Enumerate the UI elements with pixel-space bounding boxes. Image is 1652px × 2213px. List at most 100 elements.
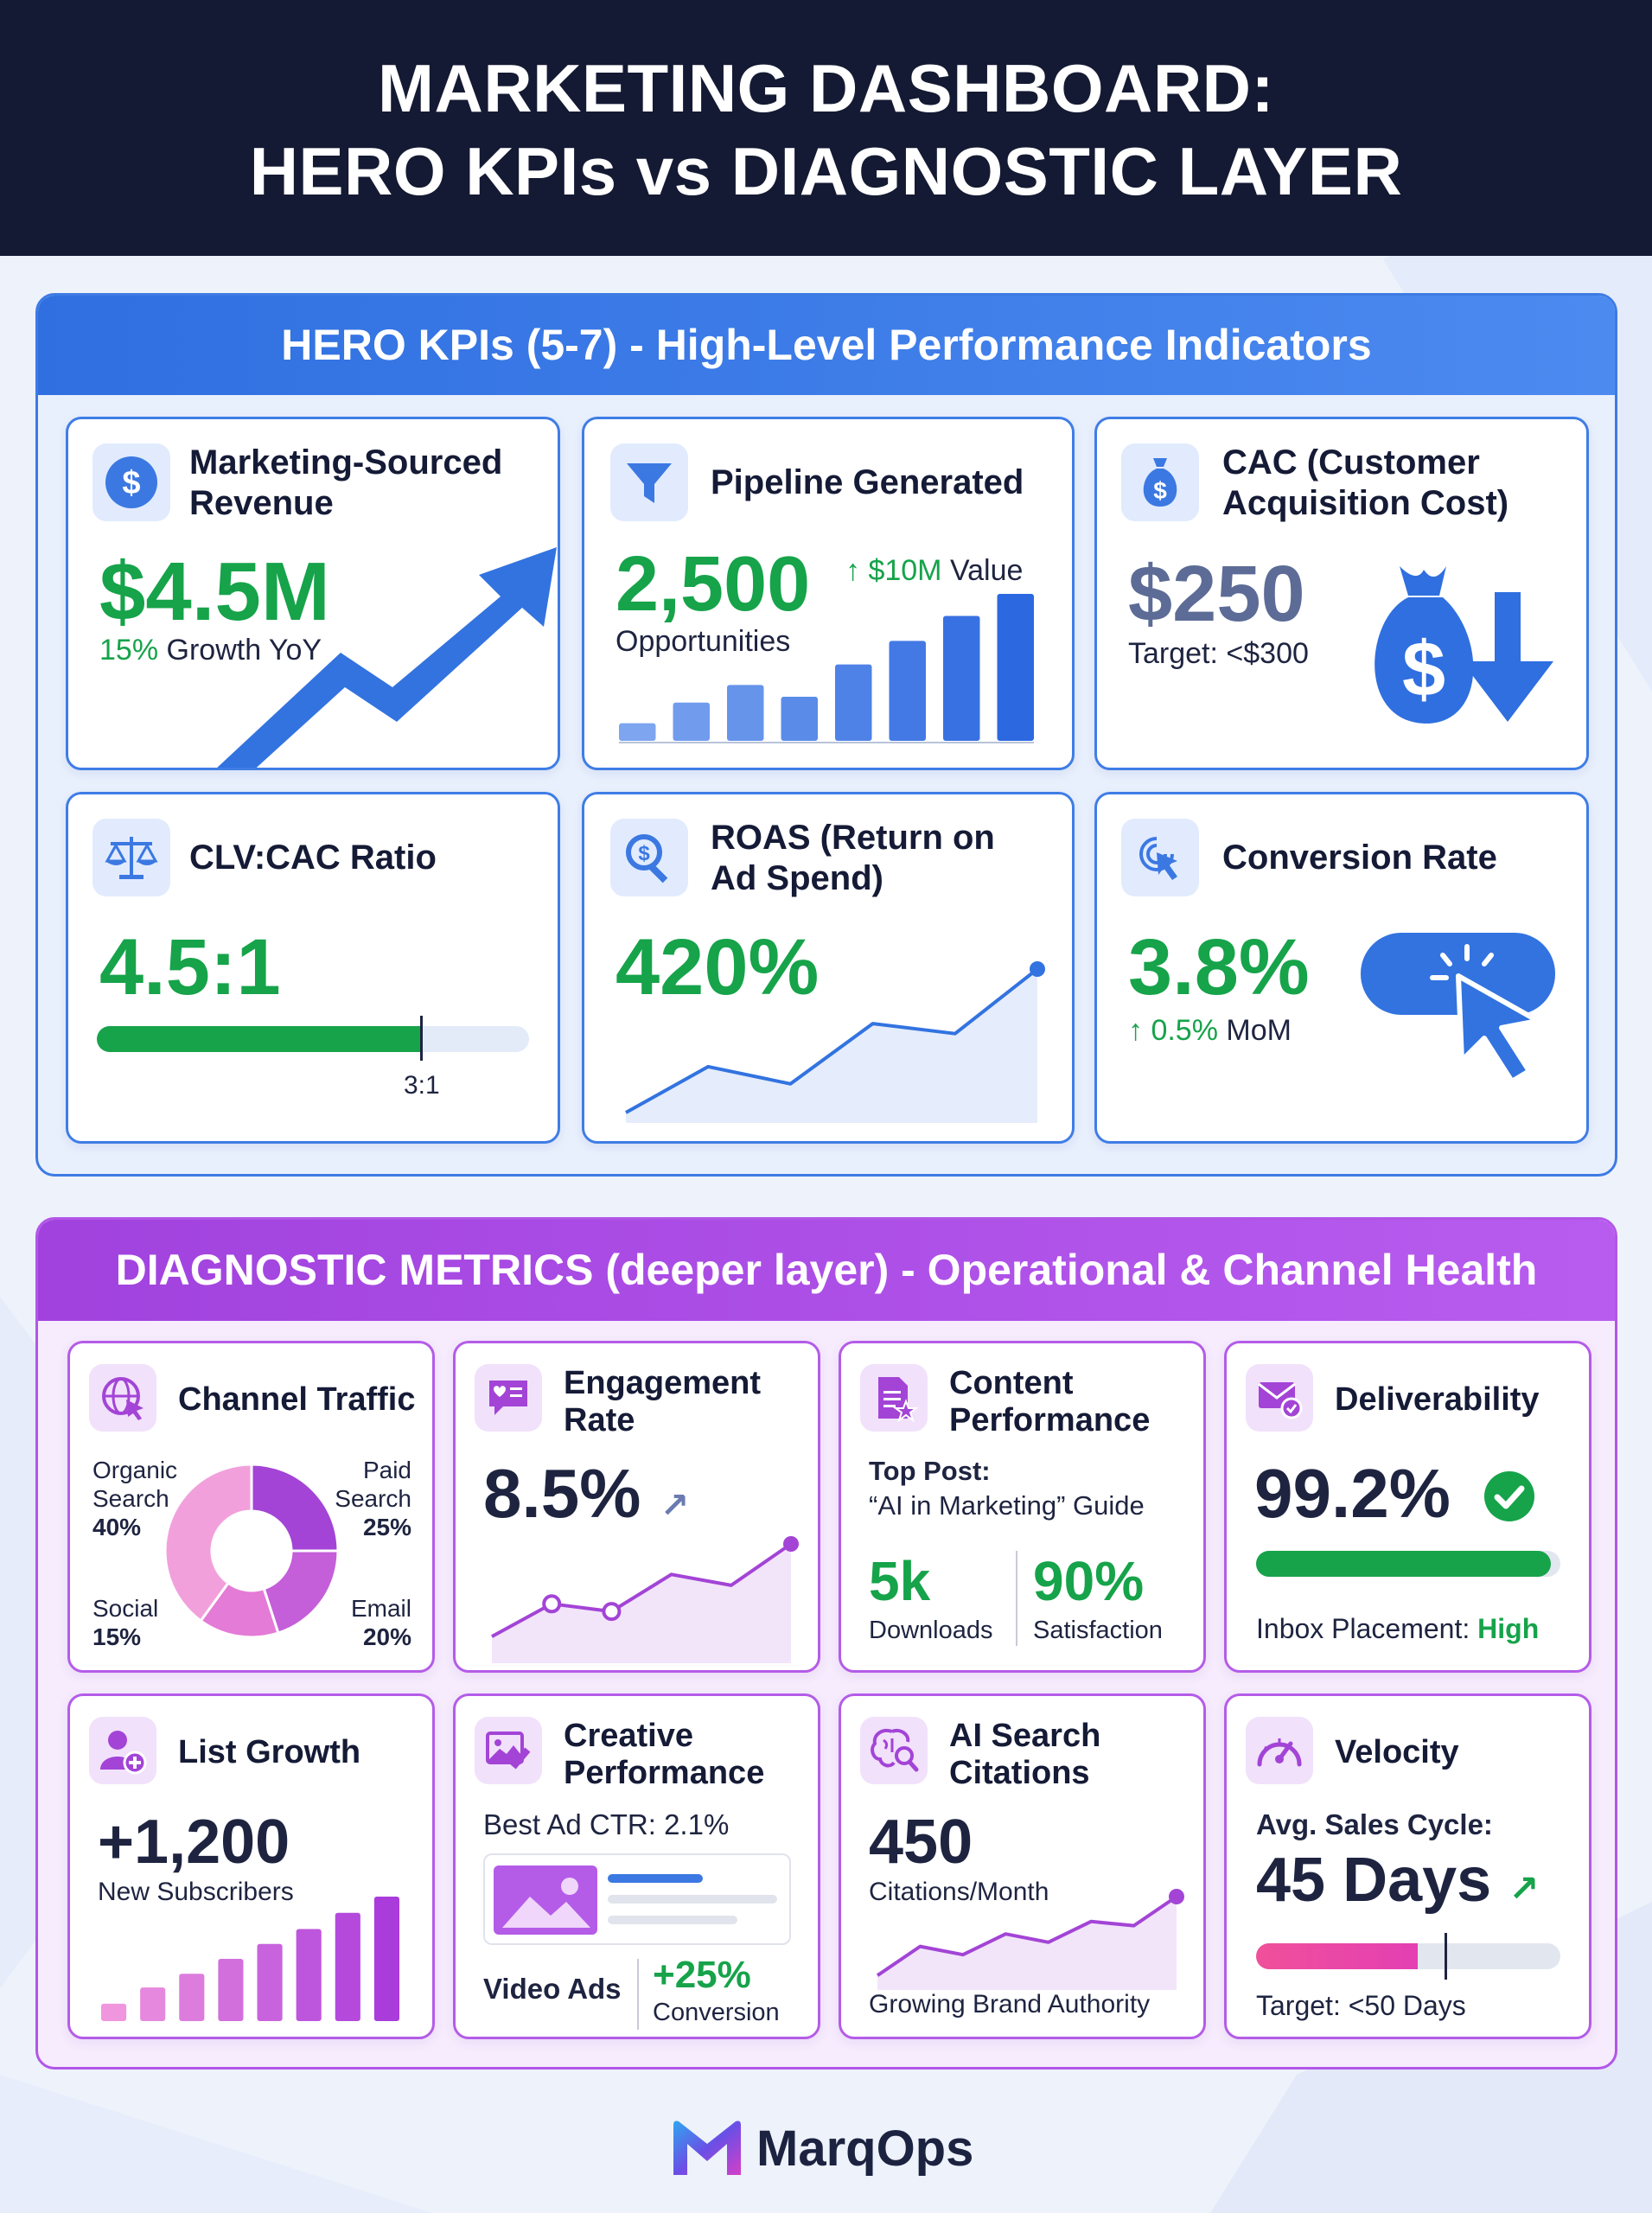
engagement-value-text: 8.5% bbox=[483, 1455, 641, 1532]
ai-title-2: Citations bbox=[949, 1755, 1090, 1791]
bar-2 bbox=[140, 1987, 166, 2021]
deliverability-value: 99.2% bbox=[1254, 1455, 1451, 1532]
revenue-title-1: Marketing-Sourced bbox=[189, 443, 503, 482]
roas-title-2: Ad Spend) bbox=[711, 859, 883, 897]
cac-card[interactable]: $ CAC (Customer Acquisition Cost) $250 T… bbox=[1094, 417, 1589, 770]
social-label: Social bbox=[92, 1595, 159, 1622]
channel-traffic-card[interactable]: Channel Traffic Organic Search 40% Paid Sea… bbox=[67, 1341, 435, 1673]
diagnostic-panel-title: DIAGNOSTIC METRICS (deeper layer) - Oper… bbox=[38, 1220, 1615, 1321]
velocity-title: Velocity bbox=[1335, 1734, 1459, 1770]
trend-area bbox=[626, 969, 1037, 1123]
pipeline-value-label: Opportunities bbox=[616, 625, 791, 658]
content-title-1: Content bbox=[949, 1365, 1074, 1401]
trend-up-green-icon: ↗ bbox=[1508, 1868, 1540, 1909]
pipeline-value: 2,500 bbox=[616, 541, 811, 628]
dollar-icon: $ bbox=[92, 443, 170, 521]
traffic-donut-chart bbox=[163, 1463, 340, 1639]
bar-8 bbox=[373, 1897, 399, 2021]
content-title-2: Performance bbox=[949, 1402, 1151, 1438]
velocity-target-marker bbox=[1445, 1933, 1448, 1980]
donut-slice-2 bbox=[250, 1463, 340, 1553]
envelope-check-icon bbox=[1246, 1364, 1313, 1432]
satisfaction-value: 90% bbox=[1033, 1550, 1145, 1612]
dashboard-title: MARKETING DASHBOARD: HERO KPIs vs DIAGNO… bbox=[0, 0, 1652, 256]
content-card[interactable]: Content Performance Top Post: “AI in Mar… bbox=[839, 1341, 1206, 1673]
paid-legend: Paid Search 25% bbox=[335, 1456, 411, 1541]
clv-target-label: 3:1 bbox=[404, 1071, 440, 1100]
list-growth-card[interactable]: List Growth +1,200 New Subscribers bbox=[67, 1693, 435, 2039]
creative-title-1: Creative bbox=[564, 1718, 693, 1754]
money-bag-icon: $ bbox=[1121, 443, 1199, 521]
marqops-logo-icon bbox=[673, 2121, 741, 2175]
bar-8 bbox=[997, 594, 1034, 741]
velocity-fill bbox=[1256, 1943, 1418, 1969]
bar-6 bbox=[296, 1929, 322, 2021]
brand-name: MarqOps bbox=[756, 2120, 974, 2177]
pipeline-card[interactable]: Pipeline Generated 2,500 Opportunities ↑… bbox=[582, 417, 1075, 770]
cac-title-2: Acquisition Cost) bbox=[1222, 484, 1509, 522]
top-post-title: “AI in Marketing” Guide bbox=[869, 1490, 1145, 1521]
revenue-card[interactable]: $ Marketing-Sourced Revenue $4.5M 15% Gr… bbox=[66, 417, 560, 770]
pipeline-delta-label: Value bbox=[949, 554, 1024, 587]
trend-point-3 bbox=[602, 1602, 622, 1622]
cac-target: Target: <$300 bbox=[1128, 637, 1309, 670]
engagement-card[interactable]: Engagement Rate 8.5% ↗ bbox=[453, 1341, 820, 1673]
organic-label-2: Search bbox=[92, 1485, 169, 1512]
bar-5 bbox=[257, 1943, 283, 2021]
clv-cac-card[interactable]: CLV:CAC Ratio 4.5:1 3:1 bbox=[66, 792, 560, 1144]
email-value: 20% bbox=[362, 1623, 411, 1650]
ai-citations-caption: Growing Brand Authority bbox=[869, 1990, 1151, 2018]
paid-value: 25% bbox=[362, 1514, 411, 1540]
trend-point-2 bbox=[542, 1594, 562, 1614]
pipeline-delta-value: ↑ $10M bbox=[845, 554, 942, 587]
organic-value: 40% bbox=[92, 1514, 142, 1540]
engagement-trend-chart bbox=[491, 1536, 799, 1663]
ai-citations-card[interactable]: AI Search Citations 450 Citations/Month … bbox=[839, 1693, 1206, 2039]
organic-label-1: Organic bbox=[92, 1457, 178, 1483]
conversion-delta-pct: ↑ 0.5% bbox=[1128, 1014, 1218, 1047]
revenue-growth-label: Growth YoY bbox=[166, 634, 322, 666]
engagement-value: 8.5% ↗ bbox=[483, 1454, 689, 1534]
bar-3 bbox=[179, 1974, 205, 2021]
bar-4 bbox=[781, 697, 818, 741]
revenue-title-2: Revenue bbox=[189, 484, 334, 522]
deliverability-card[interactable]: Deliverability 99.2% Inbox Placement: Hi… bbox=[1224, 1341, 1591, 1673]
bar-7 bbox=[943, 615, 980, 741]
paid-label-1: Paid bbox=[362, 1457, 411, 1483]
placement-label: Inbox Placement: bbox=[1256, 1613, 1470, 1644]
creative-conv-label: Conversion bbox=[653, 1999, 780, 2026]
sales-cycle-label: Avg. Sales Cycle: bbox=[1256, 1808, 1493, 1840]
bar-6 bbox=[889, 641, 926, 741]
trend-end-point bbox=[783, 1536, 799, 1552]
creative-card[interactable]: Creative Performance Best Ad CTR: 2.1% V… bbox=[453, 1693, 820, 2039]
conversion-value: 3.8% bbox=[1128, 923, 1310, 1011]
list-growth-title: List Growth bbox=[178, 1734, 361, 1770]
trend-line bbox=[876, 1895, 1178, 1977]
paid-label-2: Search bbox=[335, 1485, 411, 1512]
traffic-title: Channel Traffic bbox=[178, 1381, 416, 1418]
velocity-track bbox=[1256, 1943, 1560, 1969]
speedometer-icon bbox=[1246, 1717, 1313, 1784]
user-add-icon bbox=[89, 1717, 156, 1784]
list-growth-value: +1,200 bbox=[98, 1808, 290, 1877]
video-ads-label: Video Ads bbox=[483, 1973, 622, 2005]
deliverability-track bbox=[1256, 1551, 1560, 1577]
top-post-label: Top Post: bbox=[869, 1456, 991, 1486]
conversion-title: Conversion Rate bbox=[1222, 839, 1497, 877]
roas-title-1: ROAS (Return on bbox=[711, 819, 995, 857]
conversion-delta-label: MoM bbox=[1226, 1014, 1292, 1047]
roas-card[interactable]: $ ROAS (Return on Ad Spend) 420% bbox=[582, 792, 1075, 1144]
velocity-target: Target: <50 Days bbox=[1256, 1990, 1466, 2021]
brain-search-icon bbox=[860, 1717, 928, 1784]
conversion-card[interactable]: Conversion Rate 3.8% ↑ 0.5% MoM bbox=[1094, 792, 1589, 1144]
image-pen-icon bbox=[475, 1717, 542, 1784]
velocity-card[interactable]: Velocity Avg. Sales Cycle: 45 Days ↗ Tar… bbox=[1224, 1693, 1591, 2039]
ad-text-bar-2 bbox=[608, 1916, 737, 1924]
click-cursor-icon bbox=[1121, 819, 1199, 896]
social-value: 15% bbox=[92, 1623, 142, 1650]
clv-progress-fill bbox=[97, 1026, 421, 1052]
pipeline-title: Pipeline Generated bbox=[711, 463, 1024, 501]
placement-value: High bbox=[1477, 1613, 1540, 1644]
globe-cursor-icon bbox=[89, 1364, 156, 1432]
deliverability-title: Deliverability bbox=[1335, 1381, 1540, 1418]
